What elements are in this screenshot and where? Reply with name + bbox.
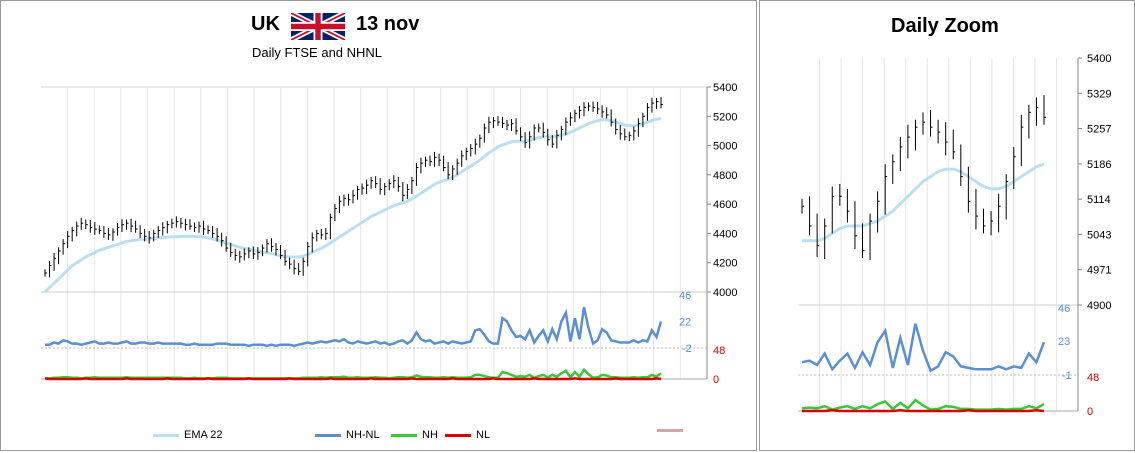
legend-swatch-nhnl — [315, 433, 341, 437]
main-price-tick-label: 4600 — [713, 199, 737, 211]
zoom-price-tick-label: 5114 — [1087, 194, 1111, 206]
zoom-price-tick-label: 5400 — [1087, 53, 1111, 65]
main-nhnl-tick-label: 22 — [679, 317, 691, 329]
zoom-price-tick-label: 5329 — [1087, 88, 1111, 100]
main-nl-line — [44, 377, 662, 381]
zoom-chart-svg: 5400 5329 5257 5186 5114 5043 4971 4900 46 23 -1 48… — [798, 53, 1111, 418]
main-price-tick-label: 5200 — [713, 111, 737, 123]
main-price-tick-label: 4200 — [713, 258, 737, 270]
zoom-nhnl-tick-label: -1 — [1062, 370, 1072, 382]
main-nhnl-tick-label: -2 — [682, 343, 692, 355]
legend-label-nl: NL — [476, 429, 491, 441]
zoom-price-tick-label: 4900 — [1087, 300, 1111, 312]
legend-nhnl: NH-NL — [315, 429, 380, 441]
zoom-price-tick-label: 5257 — [1087, 124, 1111, 136]
main-nh-tick-label: 48 — [713, 345, 725, 357]
main-chart-panel: UK 13 nov Daily FTSE and NHNL 5400 5200 50… — [0, 0, 757, 451]
main-title-country: UK — [251, 13, 280, 35]
main-nhnl-line — [45, 306, 663, 348]
main-title-date: 13 nov — [356, 13, 420, 35]
zoom-nl-line — [802, 409, 1045, 413]
main-price-tick-label: 4800 — [713, 170, 737, 182]
zoom-nhnl-tick-label: 23 — [1058, 336, 1070, 348]
zoom-price-tick-label: 5186 — [1087, 159, 1111, 171]
zoom-title: Daily Zoom — [891, 15, 999, 37]
legend-swatch-ema22 — [153, 433, 179, 437]
main-price-tick-label: 4400 — [713, 228, 737, 240]
main-ema22-line — [43, 117, 662, 294]
legend-nl: NL — [445, 429, 490, 441]
main-nh-tick-label: 0 — [713, 374, 719, 386]
zoom-nh-line — [801, 398, 1045, 411]
legend-swatch-nl — [445, 433, 471, 437]
main-price-tick-label: 4000 — [713, 287, 737, 299]
main-price-tick-label: 5400 — [713, 82, 737, 94]
legend-extra — [657, 429, 688, 432]
zoom-nhnl-tick-label: 46 — [1058, 303, 1070, 315]
zoom-price-tick-label: 4971 — [1087, 265, 1111, 277]
legend-label-nhnl: NH-NL — [346, 429, 380, 441]
main-nhnl-tick-label: 46 — [679, 290, 691, 302]
zoom-price-tick-label: 5043 — [1087, 229, 1111, 241]
main-chart-svg: 5400 5200 5000 4800 4600 4400 4200 4000 46 22 -2 48… — [41, 82, 737, 386]
zoom-chart-panel: Daily Zoom 5400 5329 5257 5186 5114 5043 4971 4… — [759, 0, 1135, 451]
main-subtitle: Daily FTSE and NHNL — [252, 45, 383, 60]
uk-flag-icon — [291, 13, 345, 40]
zoom-nh-tick-label: 0 — [1087, 406, 1093, 418]
legend-swatch-nh — [391, 433, 417, 437]
legend-ema22: EMA 22 — [153, 429, 223, 441]
zoom-ema22-line — [802, 162, 1045, 243]
legend-swatch-extra — [657, 429, 683, 432]
zoom-nh-tick-label: 48 — [1087, 372, 1099, 384]
main-nh-line — [45, 367, 662, 380]
legend-nh: NH — [391, 429, 438, 441]
main-price-tick-label: 5000 — [713, 141, 737, 153]
legend-label-ema22: EMA 22 — [184, 429, 223, 441]
zoom-nhnl-line — [801, 323, 1046, 373]
legend-label-nh: NH — [422, 429, 438, 441]
